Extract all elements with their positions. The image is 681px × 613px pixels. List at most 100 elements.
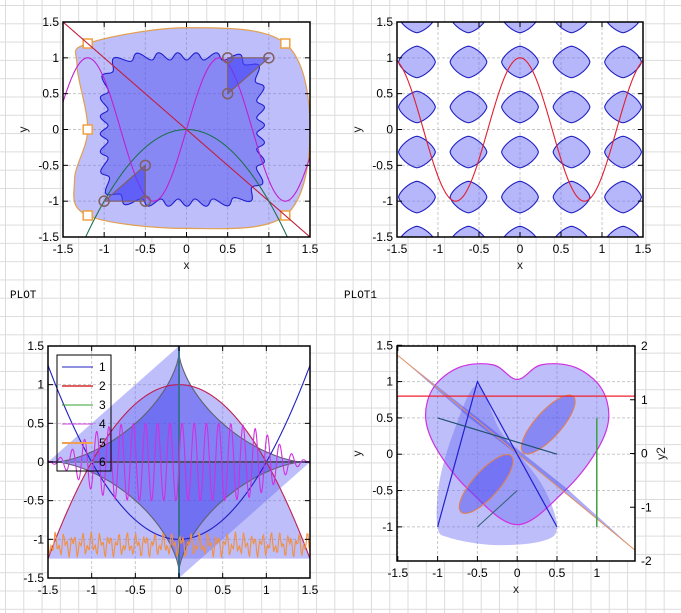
blob xyxy=(449,135,488,169)
x-tick-label: 0.5 xyxy=(214,583,231,597)
series-8-segment xyxy=(477,490,518,528)
blob xyxy=(400,22,434,34)
y-tick-label: 1 xyxy=(52,51,59,65)
plot-marks xyxy=(48,346,310,578)
series-3-petal xyxy=(520,394,576,455)
x-tick-label: 1 xyxy=(593,566,600,580)
series-9-function xyxy=(48,531,310,559)
x-tick-label: -1.5 xyxy=(387,242,408,256)
blob xyxy=(451,225,485,237)
y-tick-label: -1.5 xyxy=(23,571,44,585)
y-tick-label: 1.5 xyxy=(376,338,393,352)
blob xyxy=(555,225,589,237)
y-tick-label: -1 xyxy=(33,532,44,546)
x-tick-label: -0.5 xyxy=(135,242,156,256)
x-tick-label: 0 xyxy=(176,583,183,597)
legend-label-2: 2 xyxy=(99,379,106,393)
chart-plot1-bottom-right: -1.5 -1 -0.5 0 0.5 1 -1 -0.5 0 0.5 1 1.5 -2 -1 0 1 2 x y y2 xyxy=(350,338,668,596)
legend-label-3: 3 xyxy=(99,398,106,412)
y2-tick-label: 0 xyxy=(641,447,648,461)
blob xyxy=(604,135,642,169)
blob xyxy=(503,225,537,237)
x-tick-label: -1 xyxy=(99,242,110,256)
legend-label-6: 6 xyxy=(99,455,106,469)
y-axis-label: y xyxy=(16,127,30,133)
circle-marker xyxy=(139,159,152,172)
legend-label-5: 5 xyxy=(99,436,106,450)
x-tick-label: 1.5 xyxy=(302,583,319,597)
y-axis-label: y xyxy=(350,127,364,133)
blob xyxy=(555,22,589,34)
y-tick-label: -1 xyxy=(382,520,393,534)
legend-box xyxy=(56,354,112,472)
series-1-function xyxy=(397,57,643,202)
series-0-smooth-closed xyxy=(436,385,557,546)
x-tick-label: 0.5 xyxy=(219,242,236,256)
circle-marker xyxy=(221,87,234,100)
x-tick-label: 1 xyxy=(263,583,270,597)
chart-plot-bottom-left: -1.5 -1 -0.5 0 0.5 1 1.5 -1.5 -1 -0.5 0 0.5 1 1.5 1 2 3 4… xyxy=(23,339,318,597)
chart-plot1: -1.5 -1 -0.5 0 0.5 1 1.5 -1.5 -1 -0.5 0 0.5 1 1.5 x y xyxy=(350,15,652,272)
y2-tick-label: -2 xyxy=(641,554,652,568)
x-tick-label: 1.5 xyxy=(302,242,319,256)
y-tick-label: -1.5 xyxy=(38,230,59,244)
y-tick-label: 1.5 xyxy=(42,15,59,29)
chart-plot: -1.5 -1 -0.5 0 0.5 1 1.5 -1.5 -1 -0.5 0 0.5 1 1.5 x y xyxy=(16,15,319,272)
plot-marks xyxy=(397,22,643,237)
blob xyxy=(606,22,640,34)
square-marker xyxy=(82,210,93,221)
x-axis-label: x xyxy=(513,582,519,596)
square-marker xyxy=(82,124,93,135)
y-tick-label: 1.5 xyxy=(27,339,44,353)
y-tick-label: 0 xyxy=(52,123,59,137)
series-8-function xyxy=(48,422,310,502)
x-tick-label: -1.5 xyxy=(387,566,408,580)
y-tick-label: -1 xyxy=(382,194,393,208)
circle-marker xyxy=(263,52,275,64)
x-tick-label: 1.5 xyxy=(635,242,652,256)
legend-label-4: 4 xyxy=(99,417,106,431)
plot-marks xyxy=(397,354,635,551)
x-tick-label: -0.5 xyxy=(467,566,488,580)
y-tick-label: 1 xyxy=(386,51,393,65)
circle-marker xyxy=(221,52,234,64)
blob xyxy=(604,180,642,214)
x-tick-label: 1 xyxy=(265,242,272,256)
x-tick-label: -1 xyxy=(86,583,97,597)
y2-tick-label: 1 xyxy=(641,393,648,407)
square-marker xyxy=(280,38,291,49)
circle-marker xyxy=(98,195,110,207)
x-tick-label: 0 xyxy=(514,566,521,580)
y-tick-label: 0.5 xyxy=(376,411,393,425)
y-tick-label: 0 xyxy=(386,447,393,461)
y2-tick-label: 2 xyxy=(641,339,648,353)
legend: 1 2 3 4 5 6 xyxy=(56,354,112,472)
y-tick-label: 1 xyxy=(386,375,393,389)
x-tick-label: 0 xyxy=(183,242,190,256)
blob xyxy=(449,180,488,214)
blob xyxy=(501,180,539,214)
y2-axis-label: y2 xyxy=(654,447,668,460)
plot-marks xyxy=(63,22,310,237)
blob xyxy=(400,225,434,237)
y-tick-label: -0.5 xyxy=(372,158,393,172)
y-tick-label: 1 xyxy=(37,378,44,392)
x-tick-label: 1 xyxy=(599,242,606,256)
series-6-polygon xyxy=(227,57,271,95)
x-tick-label: -1 xyxy=(433,242,444,256)
plot1-label: PLOT1 xyxy=(344,290,378,302)
y-tick-label: 0.5 xyxy=(42,87,59,101)
x-tick-label: 0 xyxy=(517,242,524,256)
blob xyxy=(449,45,488,79)
blob xyxy=(501,135,539,169)
y-tick-label: 1.5 xyxy=(376,15,393,29)
x-tick-label: -0.5 xyxy=(125,583,146,597)
blob xyxy=(398,135,436,169)
series-7-segment xyxy=(437,417,558,455)
plot-label: PLOT xyxy=(10,290,37,302)
y-tick-label: -0.5 xyxy=(23,494,44,508)
blob xyxy=(501,90,539,124)
blob xyxy=(501,45,539,79)
y-tick-label: -1.5 xyxy=(372,230,393,244)
